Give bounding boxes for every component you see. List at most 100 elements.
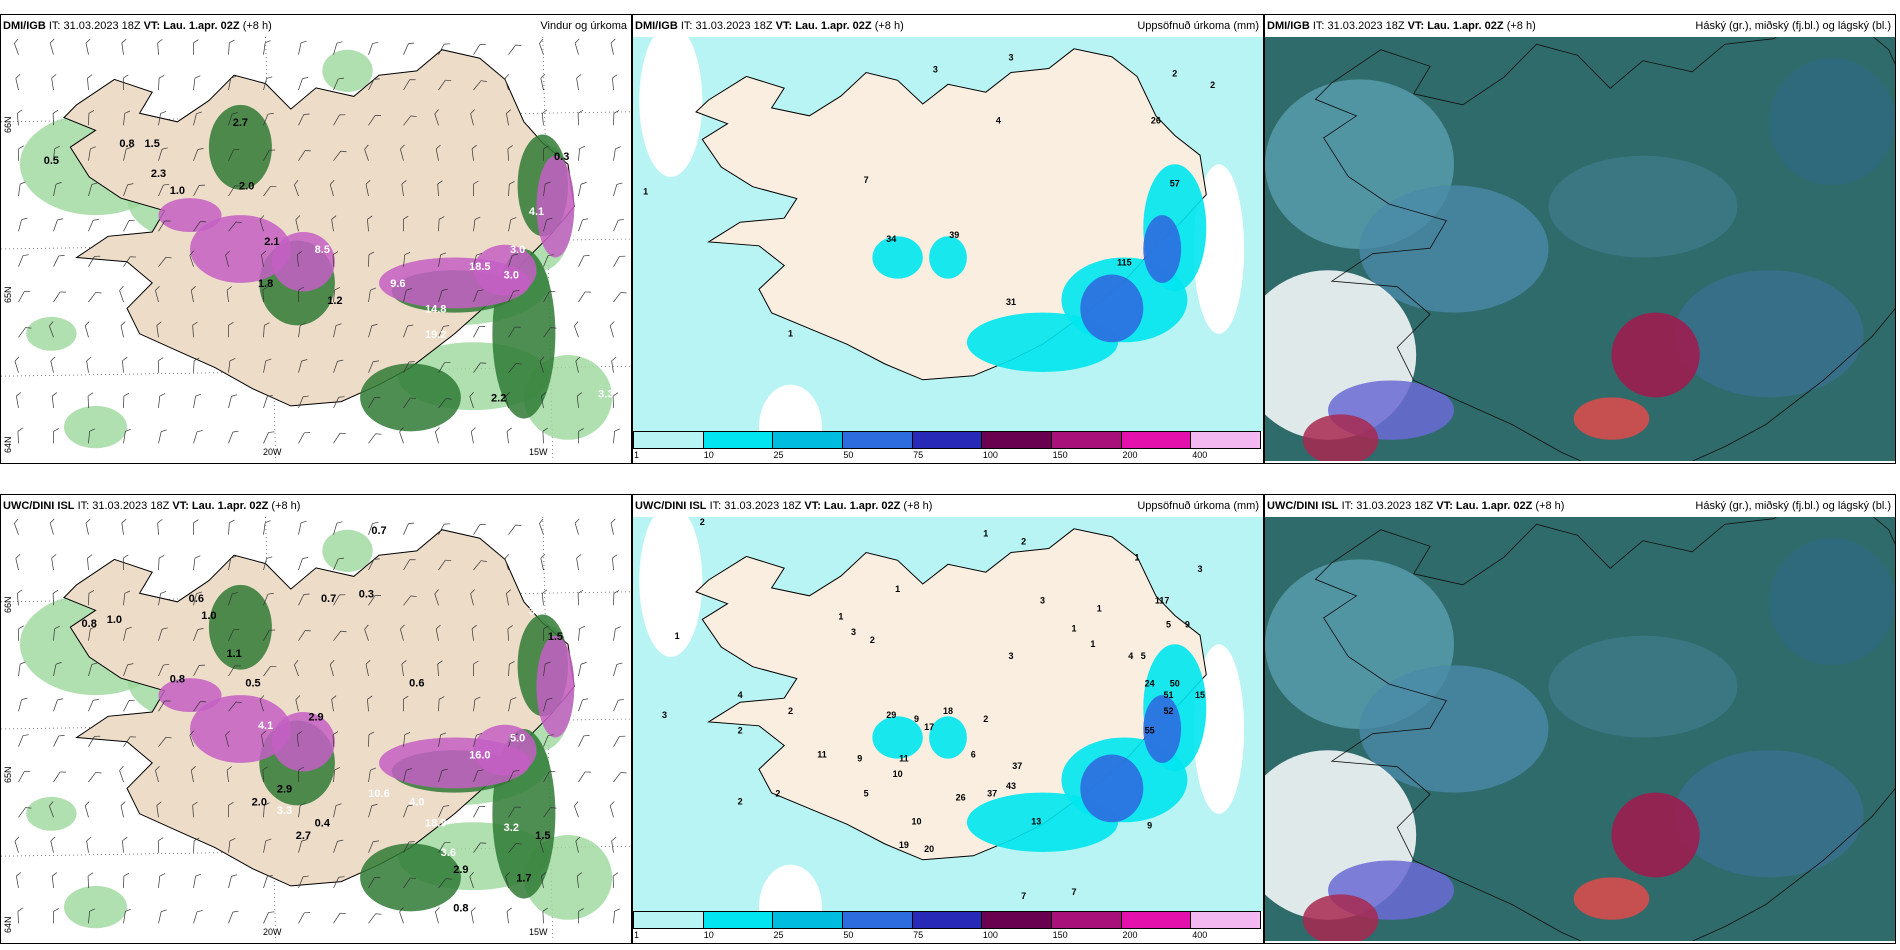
colorbar-segment <box>633 431 704 449</box>
accumulated-precip-label: 52 <box>1163 706 1173 716</box>
wind-barb <box>368 287 376 303</box>
wind-barb <box>333 912 346 924</box>
wind-barb <box>612 872 619 889</box>
wind-barb <box>189 730 194 747</box>
wind-barb <box>364 624 369 641</box>
wind-barb <box>438 768 448 783</box>
wind-barb <box>193 910 203 924</box>
wind-barb <box>578 735 590 747</box>
wind-barb <box>578 625 585 641</box>
precip-amount-label: 0.3 <box>359 589 374 601</box>
wind-barb <box>399 907 404 924</box>
wind-barb <box>470 427 476 444</box>
wind-barb <box>613 255 626 267</box>
wind-barb <box>53 908 59 924</box>
wind-barb <box>88 146 96 161</box>
wind-barb <box>574 38 580 55</box>
wind-barb <box>438 523 450 535</box>
wind-barb <box>263 556 273 571</box>
wind-barb <box>576 872 583 889</box>
precip-amount-label: 1.1 <box>226 648 241 660</box>
precip-area <box>322 529 373 573</box>
cloud-map[interactable] <box>1265 37 1895 461</box>
wind-barb <box>298 77 309 91</box>
model-name: DMI/IGB <box>3 20 46 32</box>
cloud-map-panel[interactable]: UWC/DINI ISL IT: 31.03.2023 18Z VT: Lau.… <box>1264 494 1896 944</box>
precip-amount-label: 0.8 <box>119 138 134 150</box>
wind-barb <box>543 327 557 338</box>
precip-amount-label: 0.6 <box>189 593 204 605</box>
wind-barb <box>333 521 343 535</box>
wind-barb <box>259 695 265 712</box>
lead-time: (+8 h) <box>1506 20 1536 32</box>
accumulated-precip-label: 2 <box>1021 537 1026 547</box>
wind-barb <box>473 733 483 747</box>
wind-barb <box>539 38 544 55</box>
wind-barb <box>298 322 306 338</box>
accumulated-precip-label: 26 <box>1151 116 1161 126</box>
precip-map-panel[interactable]: DMI/IGB IT: 31.03.2023 18Z VT: Lau. 1.ap… <box>632 14 1264 464</box>
wind-barb <box>18 625 24 641</box>
wind-barb <box>402 215 409 232</box>
wind-barb <box>578 662 587 677</box>
wind-map-panel[interactable]: DMI/IGB IT: 31.03.2023 18Z VT: Lau. 1.ap… <box>0 14 632 464</box>
wind-barb <box>438 362 451 373</box>
colorbar-tick-label: 1 <box>634 450 640 460</box>
wind-barb <box>294 659 299 677</box>
wind-barb <box>49 801 54 818</box>
precip-map[interactable]: 3 3 2 2 4 7 1 57 26 34 39 115 31 1 <box>633 37 1263 461</box>
wind-barb <box>438 696 445 712</box>
wind-barb <box>403 595 417 606</box>
wind-barb <box>437 180 443 197</box>
wind-barb <box>403 288 412 303</box>
lead-time: (+8 h) <box>874 20 904 32</box>
wind-barb <box>543 770 556 783</box>
wind-map[interactable]: 0.5 0.8 1.5 2.7 2.3 1.0 2.0 2.1 8.5 1.8 1.2 9.6 18.5… <box>1 37 631 461</box>
wind-barb <box>228 628 240 641</box>
colorbar <box>633 431 1262 449</box>
wind-barb <box>14 38 19 55</box>
precip-map-panel[interactable]: UWC/DINI ISL IT: 31.03.2023 18Z VT: Lau.… <box>632 494 1264 944</box>
wind-barb <box>540 554 546 571</box>
wind-barb <box>263 431 275 444</box>
wind-barb <box>228 358 236 373</box>
colorbar-segment <box>912 911 983 929</box>
colorbar-segment <box>843 431 913 449</box>
cloud-map-panel[interactable]: DMI/IGB IT: 31.03.2023 18Z VT: Lau. 1.ap… <box>1264 14 1896 464</box>
wind-barb <box>158 256 172 267</box>
wind-barb <box>18 807 32 818</box>
accumulated-precip-label: 1 <box>788 328 793 338</box>
wind-barb <box>437 660 443 677</box>
precip-area <box>929 716 967 759</box>
cloud-map[interactable] <box>1265 517 1895 941</box>
wind-barb <box>156 801 162 818</box>
wind-barb <box>403 731 411 747</box>
accumulated-precip-label: 1 <box>1097 604 1102 614</box>
wind-barb <box>263 520 271 535</box>
wind-barb <box>228 185 241 197</box>
wind-barb <box>333 803 342 818</box>
wind-barb <box>508 253 518 267</box>
precip-amount-label: 19.2 <box>425 329 446 341</box>
wind-barb <box>53 771 66 783</box>
accumulated-precip-label: 4 <box>996 116 1001 126</box>
wind-barb <box>228 112 238 126</box>
wind-barb <box>401 660 407 677</box>
heavy-precip-area <box>360 363 461 432</box>
wind-barb <box>155 285 160 303</box>
wind-barb <box>298 432 311 444</box>
wind-barb <box>298 520 307 535</box>
wind-map-panel[interactable]: UWC/DINI ISL IT: 31.03.2023 18Z VT: Lau.… <box>0 494 632 944</box>
wind-barb <box>332 251 339 267</box>
accumulated-precip-label: 7 <box>1021 891 1026 901</box>
wind-barb <box>473 44 486 55</box>
wind-barb <box>438 559 452 571</box>
wind-barb <box>298 912 311 924</box>
wind-map[interactable]: 0.7 0.8 1.0 0.6 1.0 0.7 0.3 1.1 0.5 0.8 2.9 4.1 2.9 2… <box>1 517 631 941</box>
wind-barb <box>263 665 277 677</box>
wind-barb <box>18 254 29 267</box>
wind-barb <box>263 629 276 641</box>
initial-time: IT: 31.03.2023 18Z <box>1341 500 1437 512</box>
precip-amount-label: 0.7 <box>321 593 336 605</box>
